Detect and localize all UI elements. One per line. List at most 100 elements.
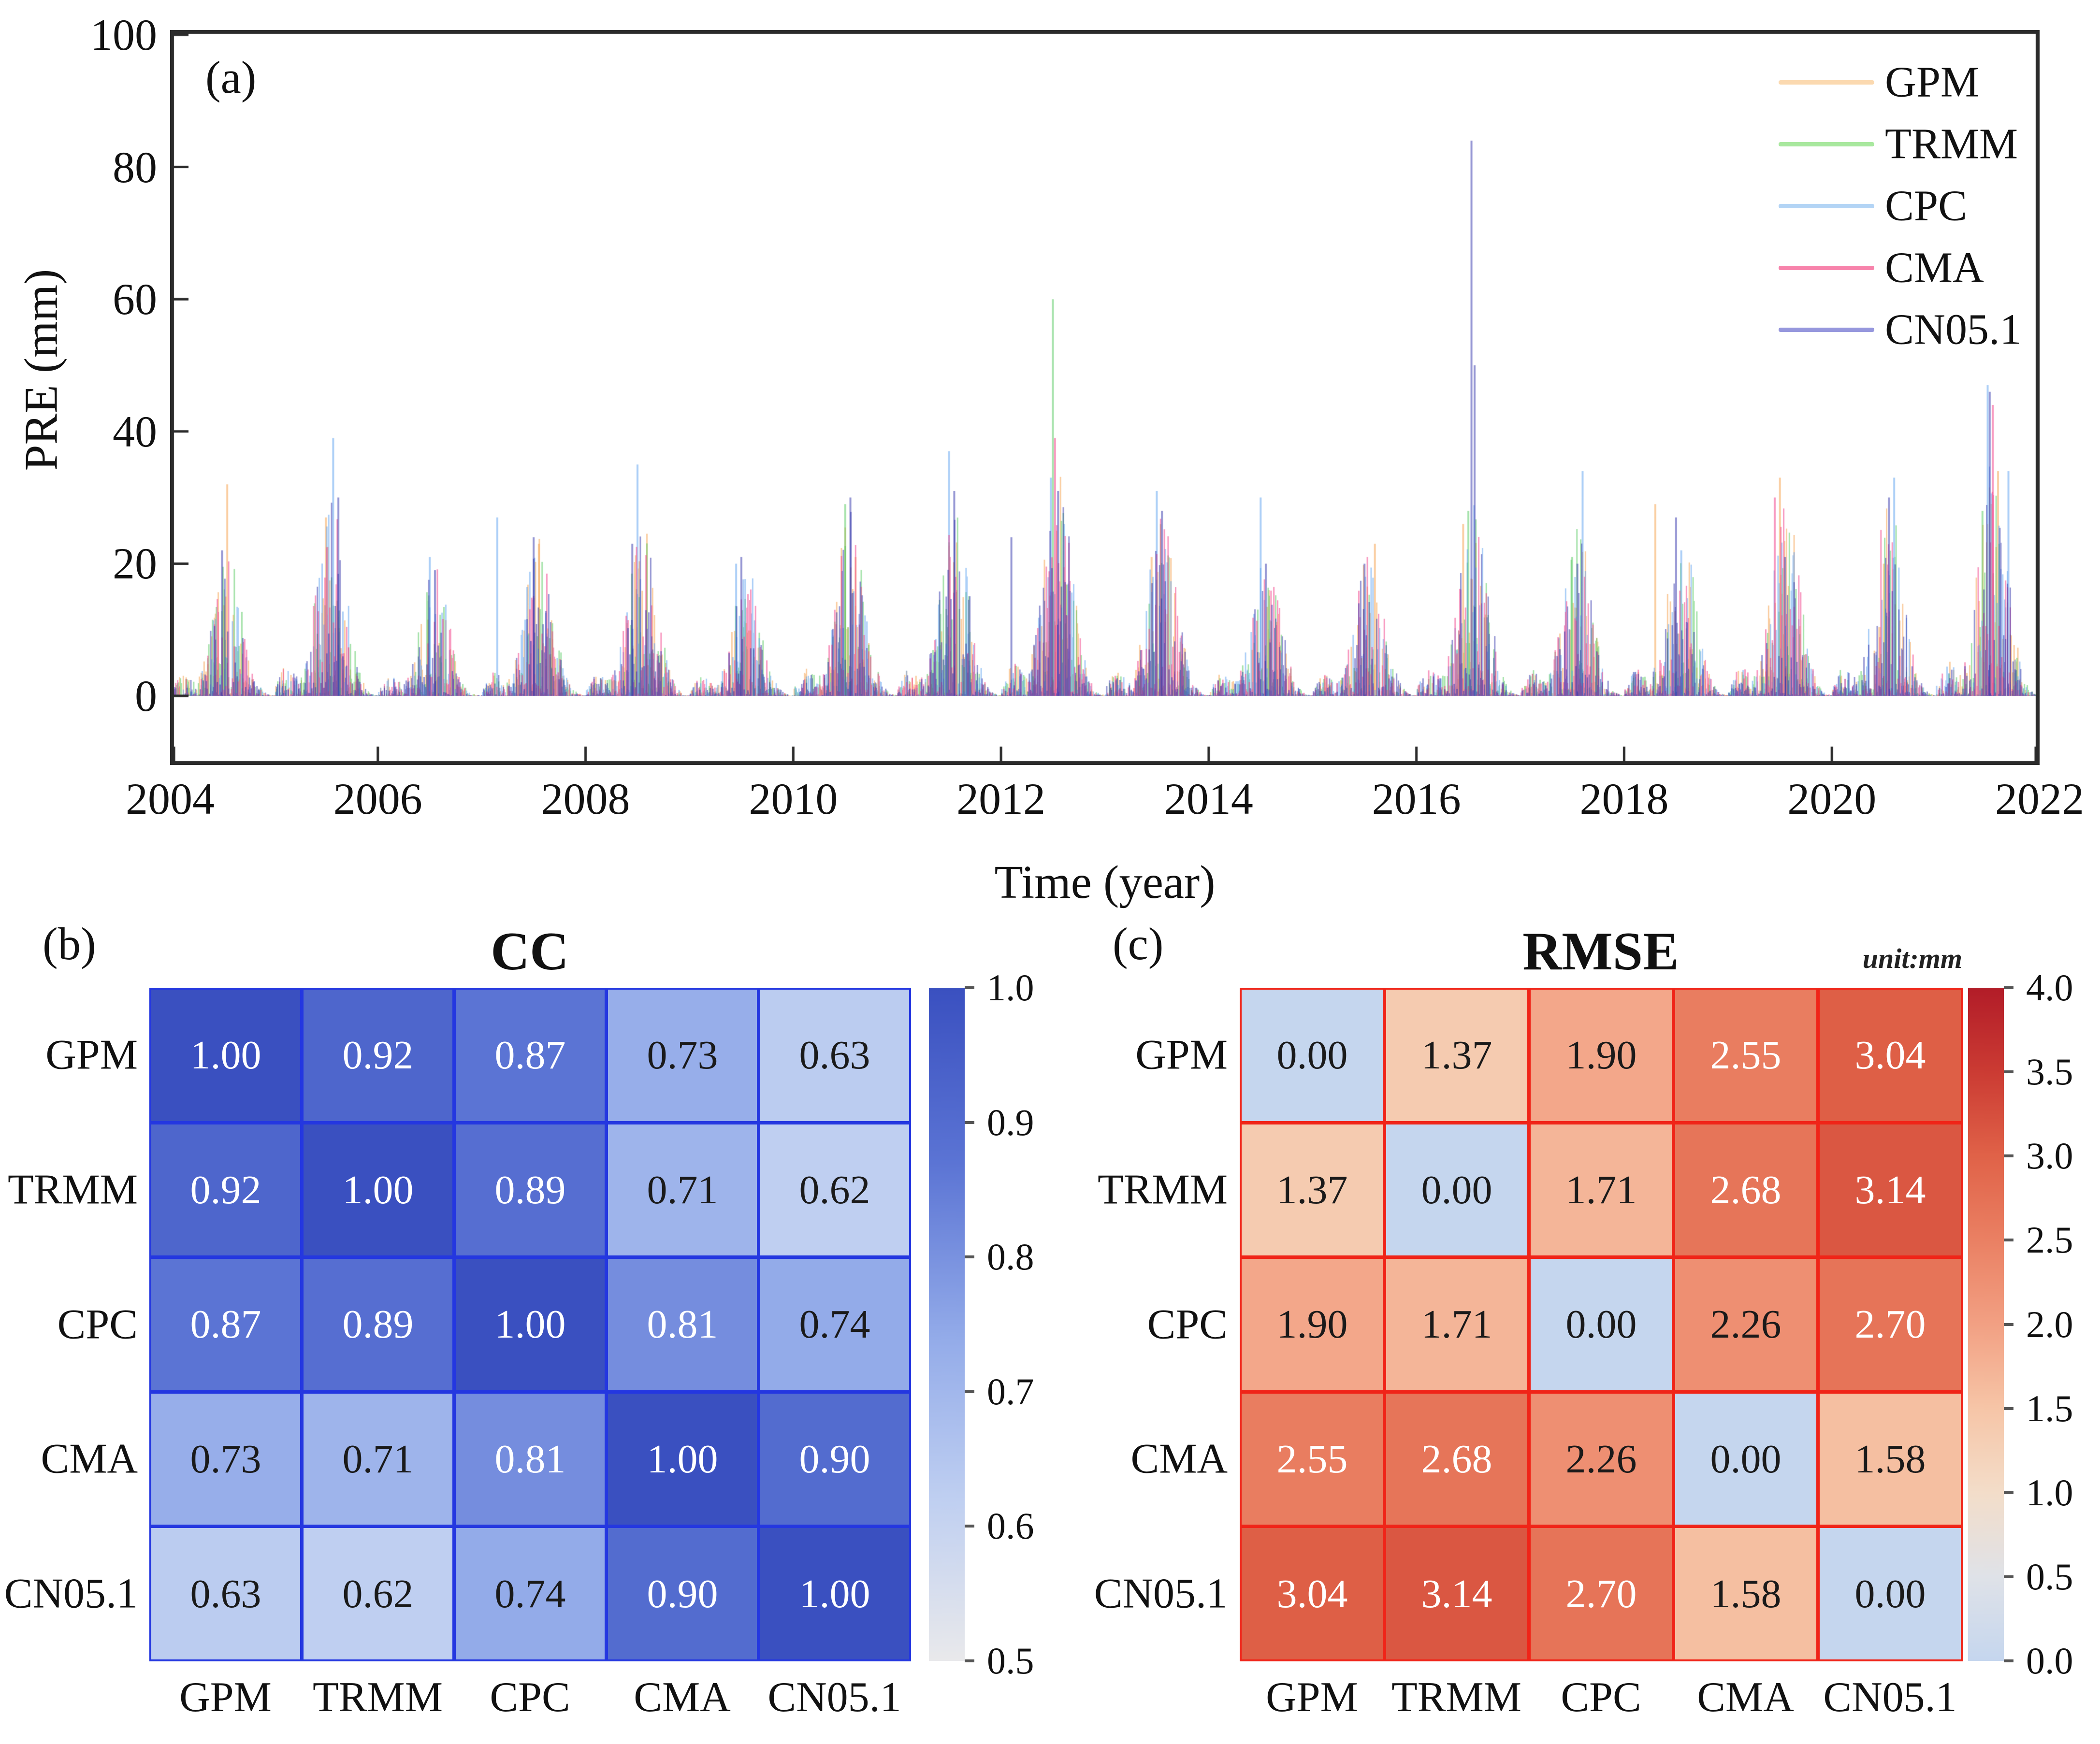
rmse-row-label-CMA: CMA [1130, 1435, 1228, 1483]
y-tick-label-100: 100 [90, 10, 157, 59]
panel-c-label: (c) [1113, 918, 1164, 969]
x-tick-label-2020: 2020 [1787, 774, 1877, 823]
rmse-row-label-TRMM: TRMM [1098, 1166, 1228, 1213]
rmse-col-label-GPM: GPM [1266, 1674, 1358, 1721]
cc-colorbar-tick-0.7 [965, 1390, 974, 1393]
panel-b: (b) CC [0, 908, 1092, 1744]
rmse-colorbar-label-3: 3.0 [2026, 1135, 2073, 1177]
rmse-colorbar-tick-3.5 [2004, 1070, 2013, 1074]
x-axis-title: Time (year) [994, 856, 1216, 908]
rmse-colorbar-label-0.5: 0.5 [2026, 1555, 2073, 1598]
rmse-col-label-CPC: CPC [1561, 1674, 1641, 1721]
cc-row-label-GPM: GPM [45, 1031, 138, 1079]
rmse-cell-CMA-TRMM: 2.68 [1384, 1391, 1529, 1527]
cc-cell-CPC-TRMM: 0.89 [302, 1257, 454, 1392]
cc-cell-CPC-CN05.1: 0.74 [758, 1257, 911, 1392]
legend-label-GPM: GPM [1885, 58, 1980, 106]
rmse-cell-GPM-TRMM: 1.37 [1384, 988, 1529, 1123]
legend: GPM TRMM CPC CMA CN05.1 [1759, 48, 2098, 367]
rmse-cell-GPM-CMA: 2.55 [1673, 988, 1818, 1123]
cc-cell-TRMM-TRMM: 1.00 [302, 1122, 454, 1258]
cc-row-label-CPC: CPC [57, 1301, 138, 1348]
cc-cell-GPM-CPC: 0.87 [454, 988, 607, 1123]
cc-cell-CPC-GPM: 0.87 [149, 1257, 302, 1392]
legend-label-CN05.1: CN05.1 [1885, 305, 2022, 354]
legend-line-CMA [1779, 266, 1874, 270]
rmse-cell-TRMM-TRMM: 0.00 [1384, 1122, 1529, 1258]
rmse-cell-TRMM-CN05.1: 3.14 [1818, 1122, 1963, 1258]
legend-line-TRMM [1779, 142, 1874, 146]
legend-line-CPC [1779, 204, 1874, 208]
legend-label-TRMM: TRMM [1885, 120, 2018, 168]
cc-cell-GPM-CN05.1: 0.63 [758, 988, 911, 1123]
rmse-colorbar-label-1.5: 1.5 [2026, 1387, 2073, 1429]
cc-cell-CN05.1-CPC: 0.74 [454, 1526, 607, 1661]
cc-cell-GPM-CMA: 0.73 [606, 988, 759, 1123]
rmse-cell-CN05.1-CMA: 1.58 [1673, 1526, 1818, 1661]
cc-colorbar-label-0.5: 0.5 [987, 1640, 1034, 1682]
rmse-row-label-CN05.1: CN05.1 [1094, 1570, 1228, 1617]
cc-colorbar-tick-0.6 [965, 1525, 974, 1528]
cc-cell-CN05.1-GPM: 0.63 [149, 1526, 302, 1661]
cc-colorbar-tick-1 [965, 986, 974, 989]
cc-cell-CMA-CN05.1: 0.90 [758, 1391, 911, 1527]
cc-cell-TRMM-CMA: 0.71 [606, 1122, 759, 1258]
rmse-cell-CN05.1-CN05.1: 0.00 [1818, 1526, 1963, 1661]
rmse-cell-CN05.1-TRMM: 3.14 [1384, 1526, 1529, 1661]
cc-cell-CMA-TRMM: 0.71 [302, 1391, 454, 1527]
x-tick-label-2010: 2010 [749, 774, 838, 823]
cc-col-label-CN05.1: CN05.1 [768, 1674, 901, 1721]
rmse-col-label-CMA: CMA [1697, 1674, 1794, 1721]
cc-row-label-TRMM: TRMM [8, 1166, 138, 1213]
rmse-row-label-CPC: CPC [1147, 1301, 1228, 1348]
cc-row-label-CMA: CMA [41, 1435, 138, 1483]
legend-line-CN05.1 [1779, 328, 1874, 332]
cc-col-label-GPM: GPM [179, 1674, 272, 1721]
cc-cell-CN05.1-CN05.1: 1.00 [758, 1526, 911, 1661]
rmse-cell-CPC-CPC: 0.00 [1529, 1257, 1674, 1392]
cc-colorbar-label-0.6: 0.6 [987, 1505, 1034, 1547]
rmse-colorbar-tick-3 [2004, 1154, 2013, 1158]
rmse-cell-CN05.1-GPM: 3.04 [1240, 1526, 1385, 1661]
panel-b-label: (b) [43, 918, 96, 969]
rmse-cell-CPC-TRMM: 1.71 [1384, 1257, 1529, 1392]
rmse-colorbar-tick-4 [2004, 986, 2013, 989]
cc-cell-CN05.1-TRMM: 0.62 [302, 1526, 454, 1661]
cc-cell-CN05.1-CMA: 0.90 [606, 1526, 759, 1661]
rmse-cell-CPC-CMA: 2.26 [1673, 1257, 1818, 1392]
cc-colorbar-label-1: 1.0 [987, 966, 1034, 1009]
cc-cell-GPM-GPM: 1.00 [149, 988, 302, 1123]
cc-colorbar-tick-0.8 [965, 1255, 974, 1259]
rmse-title: RMSE [1522, 922, 1679, 981]
rmse-cell-CMA-CN05.1: 1.58 [1818, 1391, 1963, 1527]
legend-label-CMA: CMA [1885, 244, 1984, 292]
cc-col-label-TRMM: TRMM [313, 1674, 443, 1721]
y-tick-label-0: 0 [135, 671, 157, 721]
rmse-cell-CN05.1-CPC: 2.70 [1529, 1526, 1674, 1661]
cc-cell-GPM-TRMM: 0.92 [302, 988, 454, 1123]
rmse-cell-TRMM-CMA: 2.68 [1673, 1122, 1818, 1258]
cc-cell-CMA-CMA: 1.00 [606, 1391, 759, 1527]
cc-cell-CMA-GPM: 0.73 [149, 1391, 302, 1527]
rmse-cell-TRMM-CPC: 1.71 [1529, 1122, 1674, 1258]
legend-line-GPM [1779, 80, 1874, 85]
x-tick-label-2016: 2016 [1372, 774, 1461, 823]
rmse-colorbar-tick-1.5 [2004, 1407, 2013, 1410]
rmse-colorbar-label-2.5: 2.5 [2026, 1219, 2073, 1261]
y-tick-label-40: 40 [113, 406, 157, 456]
rmse-cell-GPM-GPM: 0.00 [1240, 988, 1385, 1123]
rmse-colorbar-tick-2 [2004, 1323, 2013, 1326]
panel-a-label: (a) [205, 52, 257, 103]
panel-c: (c) RMSE unit:mm [1092, 908, 2100, 1744]
panel-a: (a) PRE (mm) Time (year) 0 20 40 60 80 100 20… [15, 10, 2098, 908]
rmse-col-label-TRMM: TRMM [1391, 1674, 1521, 1721]
legend-label-CPC: CPC [1885, 182, 1968, 230]
cc-cell-CPC-CPC: 1.00 [454, 1257, 607, 1392]
rmse-cell-CMA-CPC: 2.26 [1529, 1391, 1674, 1527]
cc-colorbar-tick-0.5 [965, 1659, 974, 1662]
x-tick-label-2006: 2006 [333, 774, 422, 823]
rmse-cell-CPC-GPM: 1.90 [1240, 1257, 1385, 1392]
rmse-cell-TRMM-GPM: 1.37 [1240, 1122, 1385, 1258]
rmse-unit-note: unit:mm [1862, 943, 1962, 974]
